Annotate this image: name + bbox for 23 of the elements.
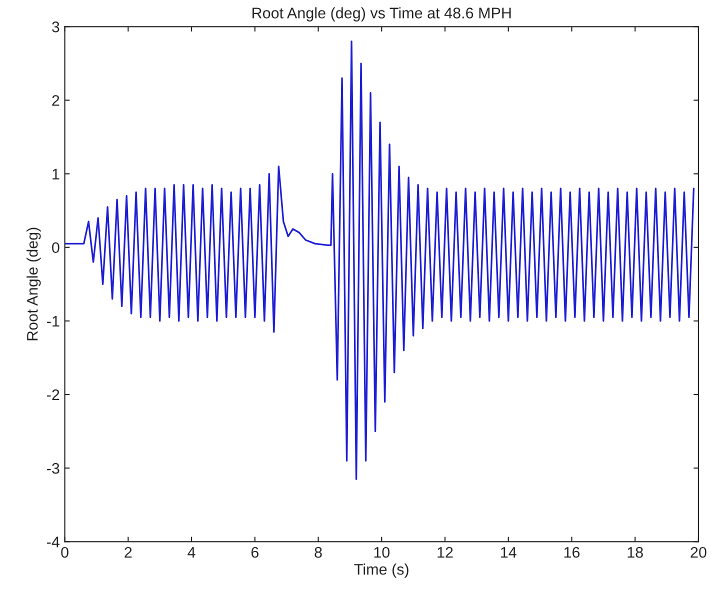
y-tick-label: -1 bbox=[47, 316, 60, 326]
x-tick-label: 0 bbox=[61, 546, 68, 558]
x-tick-label: 8 bbox=[314, 546, 322, 558]
chart-title: Root Angle (deg) vs Time at 48.6 MPH bbox=[252, 7, 511, 22]
x-tick-label: 4 bbox=[188, 547, 196, 558]
y-tick-label: 3 bbox=[52, 22, 60, 32]
y-tick-label: 1 bbox=[52, 168, 60, 180]
x-tick-label: 16 bbox=[564, 546, 580, 558]
y-tick-label: 0 bbox=[52, 242, 60, 254]
x-tick-label: 18 bbox=[628, 546, 643, 558]
x-axis-title: Time (s) bbox=[354, 564, 408, 578]
x-tick-label: 2 bbox=[124, 546, 132, 558]
x-tick-label: 14 bbox=[501, 547, 516, 558]
y-tick-label: 2 bbox=[52, 95, 60, 106]
y-axis-title: Root Angle (deg) bbox=[26, 228, 41, 340]
y-tick-label: -3 bbox=[47, 462, 60, 474]
line-series bbox=[64, 40, 695, 480]
x-tick-label: 10 bbox=[374, 546, 390, 558]
x-tick-label: 12 bbox=[438, 546, 453, 558]
y-tick-label: -4 bbox=[47, 536, 60, 548]
x-tick-label: 20 bbox=[690, 546, 706, 558]
y-tick-label: -2 bbox=[47, 389, 60, 400]
x-tick-label: 6 bbox=[251, 546, 258, 558]
